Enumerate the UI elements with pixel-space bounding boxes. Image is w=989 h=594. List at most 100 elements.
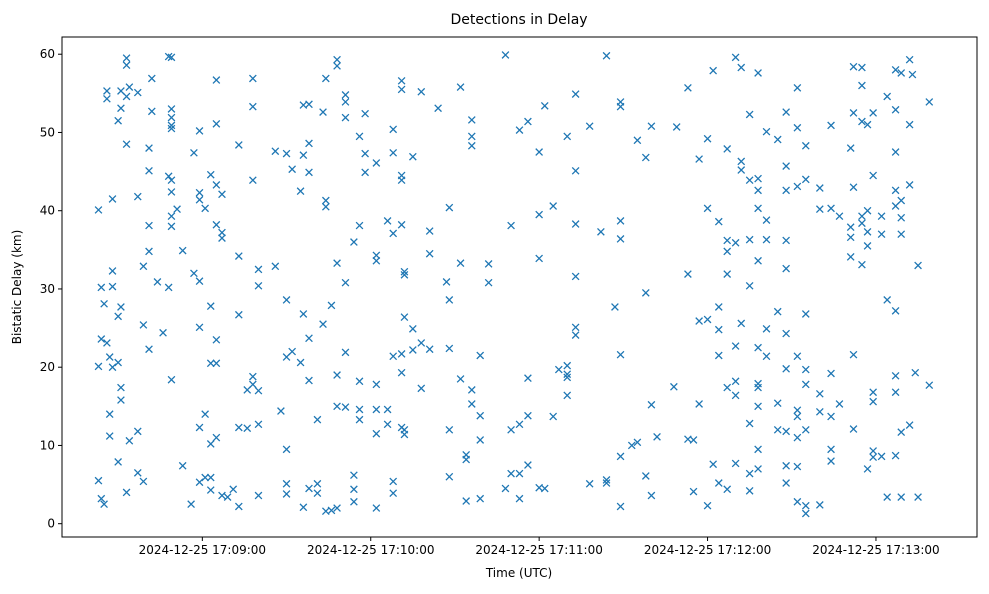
data-point-marker bbox=[891, 451, 900, 460]
data-point-marker bbox=[103, 339, 111, 347]
data-point-marker bbox=[400, 271, 409, 279]
data-point-marker bbox=[425, 345, 434, 354]
data-point-marker bbox=[897, 69, 906, 77]
data-point-marker bbox=[801, 175, 810, 184]
data-point-marker bbox=[633, 136, 642, 145]
data-point-marker bbox=[333, 62, 341, 70]
data-point-marker bbox=[105, 353, 114, 361]
data-point-marker bbox=[863, 465, 872, 473]
data-point-marker bbox=[476, 436, 485, 444]
data-point-marker bbox=[234, 141, 243, 149]
data-point-marker bbox=[827, 412, 835, 421]
data-point-marker bbox=[897, 428, 906, 437]
data-point-marker bbox=[108, 363, 117, 372]
x-tick-label: 2024-12-25 17:13:00 bbox=[812, 543, 939, 557]
data-point-marker bbox=[731, 238, 740, 247]
data-point-marker bbox=[695, 155, 703, 163]
data-point-marker bbox=[350, 485, 358, 494]
data-point-marker bbox=[133, 192, 142, 201]
data-point-marker bbox=[223, 493, 232, 501]
data-point-marker bbox=[288, 165, 297, 174]
data-point-marker bbox=[745, 486, 754, 495]
data-point-marker bbox=[905, 181, 914, 189]
data-point-marker bbox=[863, 206, 872, 215]
data-point-marker bbox=[723, 383, 732, 392]
data-point-marker bbox=[563, 370, 572, 379]
data-point-marker bbox=[467, 400, 476, 408]
data-point-marker bbox=[108, 282, 117, 291]
data-point-marker bbox=[773, 425, 782, 434]
data-point-marker bbox=[801, 425, 810, 434]
data-point-marker bbox=[714, 479, 723, 487]
data-point-marker bbox=[201, 473, 210, 482]
data-point-marker bbox=[762, 216, 771, 224]
data-point-marker bbox=[282, 490, 291, 498]
data-point-marker bbox=[145, 247, 153, 256]
data-point-marker bbox=[212, 181, 221, 189]
data-point-marker bbox=[801, 380, 810, 389]
data-point-marker bbox=[122, 54, 131, 62]
data-point-marker bbox=[627, 441, 636, 450]
data-point-marker bbox=[571, 331, 580, 339]
data-point-marker bbox=[397, 368, 406, 377]
data-point-marker bbox=[731, 53, 740, 62]
data-point-marker bbox=[145, 345, 153, 354]
data-point-marker bbox=[616, 350, 625, 359]
chart-title: Detections in Delay bbox=[450, 12, 587, 28]
data-point-marker bbox=[507, 469, 515, 478]
data-point-marker bbox=[602, 51, 611, 60]
data-point-marker bbox=[178, 461, 187, 470]
data-point-marker bbox=[869, 447, 878, 455]
data-point-marker bbox=[877, 452, 886, 461]
data-point-marker bbox=[333, 55, 341, 64]
data-point-marker bbox=[524, 374, 532, 383]
data-point-marker bbox=[863, 120, 872, 129]
data-point-marker bbox=[641, 289, 650, 297]
data-point-marker bbox=[524, 461, 532, 469]
data-point-marker bbox=[400, 313, 409, 321]
data-point-marker bbox=[195, 323, 204, 332]
data-point-marker bbox=[723, 145, 732, 153]
data-point-marker bbox=[801, 365, 810, 374]
data-point-marker bbox=[201, 204, 210, 213]
data-point-marker bbox=[206, 302, 215, 311]
data-point-marker bbox=[647, 400, 656, 409]
data-point-marker bbox=[869, 388, 878, 397]
data-point-marker bbox=[94, 362, 103, 371]
data-point-marker bbox=[167, 124, 176, 133]
data-point-marker bbox=[164, 52, 173, 61]
data-point-marker bbox=[313, 415, 322, 424]
data-point-marker bbox=[397, 85, 406, 94]
data-point-marker bbox=[549, 412, 558, 421]
data-point-marker bbox=[133, 468, 142, 477]
data-point-marker bbox=[883, 296, 892, 304]
data-point-marker bbox=[145, 144, 153, 152]
data-point-marker bbox=[535, 148, 544, 156]
data-point-marker bbox=[383, 405, 392, 414]
data-point-marker bbox=[282, 149, 291, 158]
data-point-marker bbox=[417, 384, 426, 393]
data-point-marker bbox=[773, 399, 782, 408]
data-point-marker bbox=[372, 256, 381, 265]
data-point-marker bbox=[501, 484, 510, 493]
data-point-marker bbox=[212, 359, 221, 368]
data-point-marker bbox=[206, 440, 215, 448]
data-point-marker bbox=[341, 278, 350, 287]
data-point-marker bbox=[372, 504, 381, 512]
data-point-marker bbox=[793, 84, 802, 92]
data-point-marker bbox=[762, 127, 771, 136]
data-point-marker bbox=[167, 121, 176, 130]
data-point-marker bbox=[695, 400, 703, 408]
data-point-marker bbox=[355, 132, 364, 141]
data-point-marker bbox=[282, 479, 291, 488]
data-point-marker bbox=[793, 462, 802, 471]
data-point-marker bbox=[714, 325, 723, 334]
data-point-marker bbox=[709, 66, 718, 75]
data-point-marker bbox=[897, 493, 906, 501]
data-point-marker bbox=[167, 188, 176, 196]
data-point-marker bbox=[869, 397, 878, 406]
data-point-marker bbox=[190, 269, 198, 278]
data-point-marker bbox=[372, 405, 381, 414]
data-point-marker bbox=[754, 174, 762, 183]
data-point-marker bbox=[858, 117, 866, 126]
